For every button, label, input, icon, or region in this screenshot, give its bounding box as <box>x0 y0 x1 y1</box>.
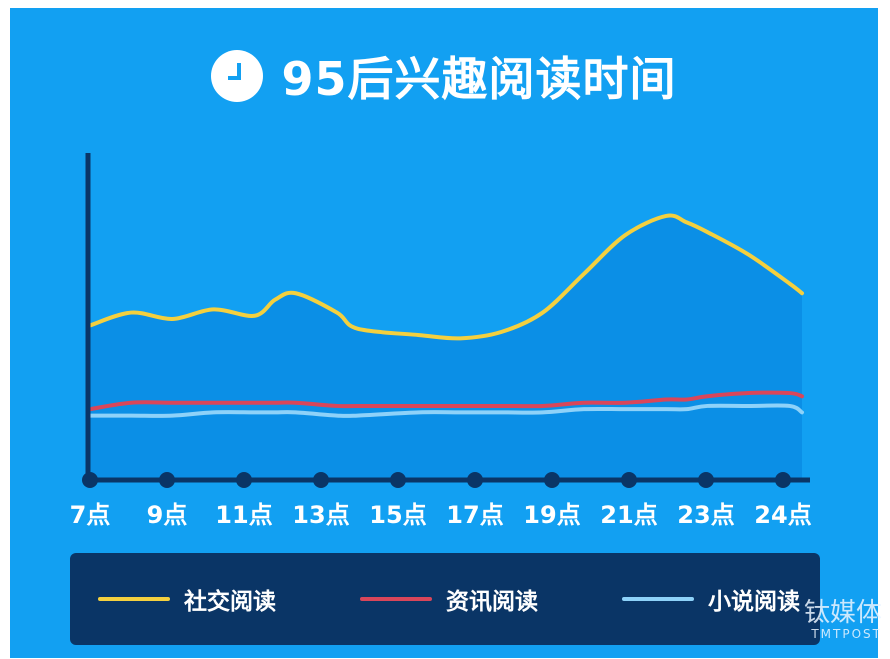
series-line-social <box>88 213 804 341</box>
x-tick-dot <box>390 472 406 488</box>
x-tick-label: 13点 <box>292 501 349 529</box>
legend: 社交阅读 资讯阅读 小说阅读 <box>70 553 820 645</box>
line-chart: 7点 9点 11点 13点 15点 17点 19点 21点 23点 24点 <box>70 153 812 529</box>
x-tick-label: 11点 <box>215 501 272 529</box>
clock-icon <box>211 50 264 102</box>
chart-title: 95后兴趣阅读时间 <box>281 52 677 106</box>
legend-label-news: 资讯阅读 <box>446 589 538 615</box>
x-tick-label: 24点 <box>754 501 811 529</box>
legend-swatch-news <box>360 597 432 601</box>
legend-item-novel: 小说阅读 <box>622 553 800 645</box>
x-tick-label: 15点 <box>369 501 426 529</box>
watermark-sub: TMTPOST <box>811 627 882 641</box>
x-tick-dot <box>236 472 252 488</box>
legend-label-social: 社交阅读 <box>184 589 276 615</box>
legend-swatch-social <box>98 597 170 601</box>
area-fill <box>90 215 802 480</box>
chart-panel: 95后兴趣阅读时间 7点 9点 11点 13点 15点 17点 19点 21点 23点 24点 社… <box>10 8 878 658</box>
x-tick-label: 23点 <box>677 501 734 529</box>
x-tick-label: 9点 <box>147 501 188 529</box>
x-tick-dot <box>775 472 791 488</box>
x-tick-dot <box>82 472 98 488</box>
series-line-novel <box>88 403 804 419</box>
watermark-main: 钛媒体 <box>803 598 882 628</box>
x-tick-dot <box>544 472 560 488</box>
x-tick-dot <box>621 472 637 488</box>
title-row: 95后兴趣阅读时间 <box>10 44 878 108</box>
legend-item-news: 资讯阅读 <box>360 553 538 645</box>
x-tick-label: 19点 <box>523 501 580 529</box>
legend-swatch-novel <box>622 597 694 601</box>
legend-label-novel: 小说阅读 <box>708 589 800 615</box>
x-tick-dot <box>467 472 483 488</box>
x-tick-label: 21点 <box>600 501 657 529</box>
series-line-news <box>88 390 804 412</box>
x-tick-label: 17点 <box>446 501 503 529</box>
x-tick-label: 7点 <box>70 501 111 529</box>
x-tick-dot <box>159 472 175 488</box>
x-tick-dot <box>313 472 329 488</box>
x-tick-dot <box>698 472 714 488</box>
watermark-logo: 钛媒体 TMTPOST <box>804 599 882 641</box>
legend-item-social: 社交阅读 <box>98 553 276 645</box>
